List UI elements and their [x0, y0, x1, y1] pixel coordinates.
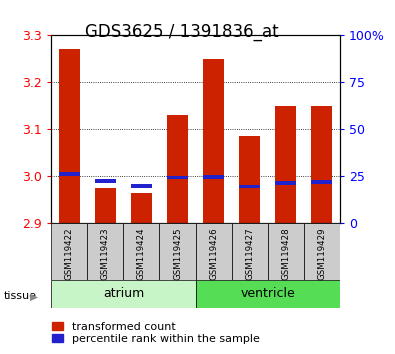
FancyBboxPatch shape — [231, 223, 267, 280]
Bar — [131, 193, 152, 223]
Bar — [58, 172, 80, 176]
FancyBboxPatch shape — [267, 223, 304, 280]
FancyBboxPatch shape — [160, 223, 196, 280]
Bar — [203, 175, 224, 179]
Text: GSM119422: GSM119422 — [65, 228, 74, 280]
FancyBboxPatch shape — [304, 223, 340, 280]
Bar — [167, 115, 188, 223]
Text: GSM119429: GSM119429 — [317, 228, 326, 280]
Bar — [203, 59, 224, 223]
Text: ventricle: ventricle — [240, 287, 295, 300]
Bar — [311, 106, 333, 223]
Text: ▶: ▶ — [30, 291, 38, 301]
FancyBboxPatch shape — [123, 223, 160, 280]
Text: GSM119427: GSM119427 — [245, 228, 254, 280]
FancyBboxPatch shape — [87, 223, 123, 280]
Text: atrium: atrium — [103, 287, 144, 300]
Text: GSM119428: GSM119428 — [281, 228, 290, 280]
FancyBboxPatch shape — [51, 223, 87, 280]
FancyBboxPatch shape — [196, 223, 231, 280]
Text: GSM119423: GSM119423 — [101, 228, 110, 280]
FancyBboxPatch shape — [196, 280, 340, 308]
Bar — [275, 106, 296, 223]
Bar — [275, 181, 296, 184]
Text: GDS3625 / 1391836_at: GDS3625 / 1391836_at — [85, 23, 278, 41]
Text: GSM119426: GSM119426 — [209, 228, 218, 280]
Bar — [167, 176, 188, 179]
Text: tissue: tissue — [4, 291, 37, 301]
Bar — [95, 188, 116, 223]
FancyBboxPatch shape — [51, 280, 196, 308]
Bar — [131, 184, 152, 188]
Bar — [95, 179, 116, 183]
Legend: transformed count, percentile rank within the sample: transformed count, percentile rank withi… — [52, 321, 260, 344]
Bar — [239, 136, 260, 223]
Bar — [239, 184, 260, 188]
Bar — [311, 180, 333, 184]
Bar — [58, 50, 80, 223]
Text: GSM119424: GSM119424 — [137, 228, 146, 280]
Text: GSM119425: GSM119425 — [173, 228, 182, 280]
